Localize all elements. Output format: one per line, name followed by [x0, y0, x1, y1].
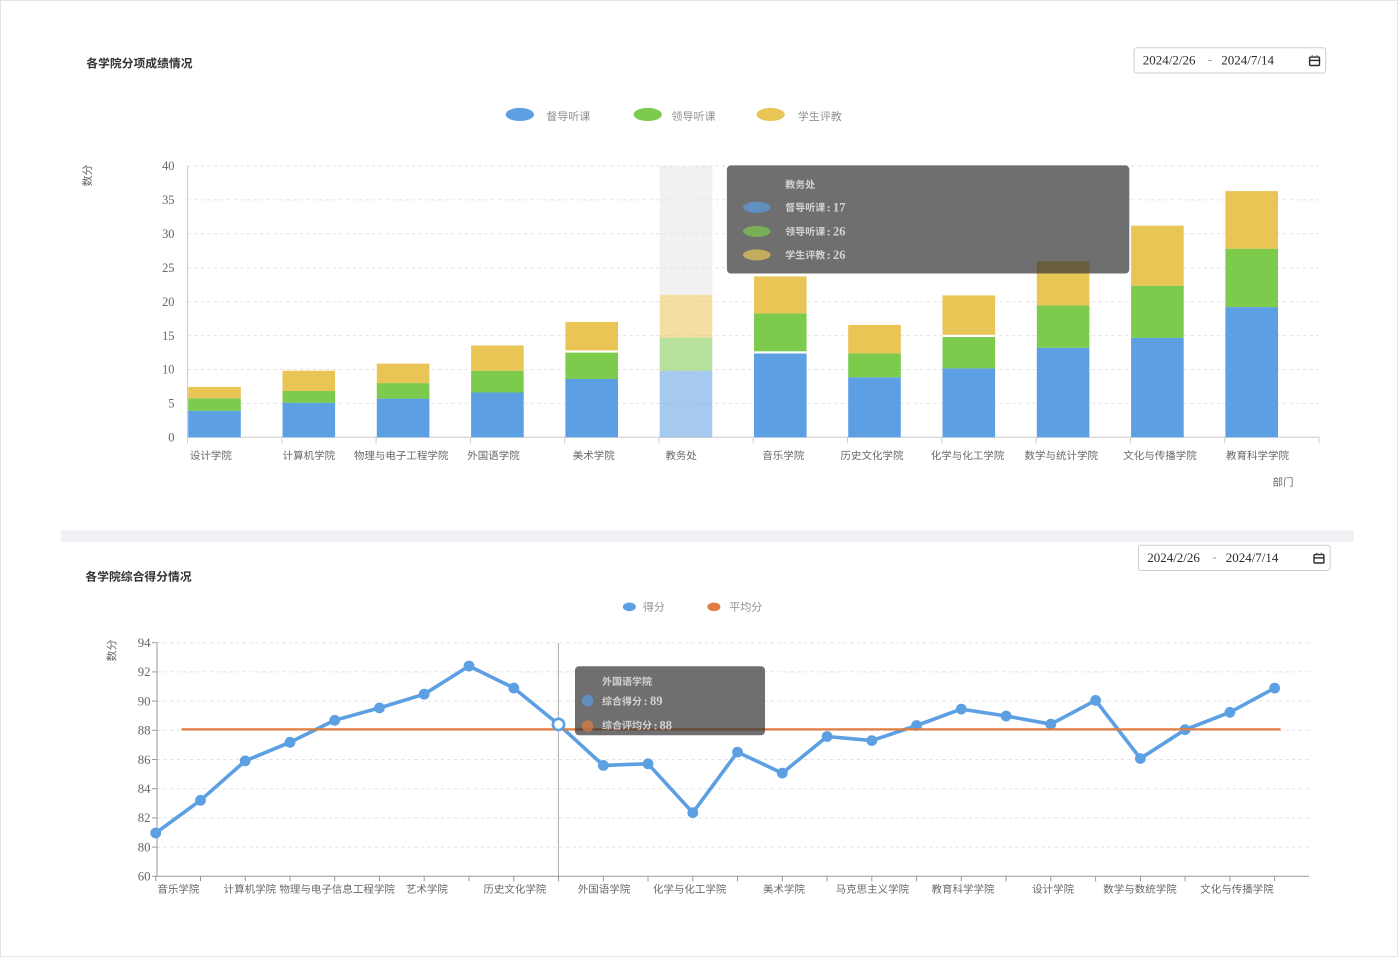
svg-text::: :	[654, 718, 658, 732]
svg-text:90: 90	[138, 694, 151, 708]
svg-text:25: 25	[162, 261, 174, 275]
svg-text:60: 60	[138, 870, 151, 884]
svg-text:2024/2/26: 2024/2/26	[1147, 550, 1200, 565]
svg-text:0: 0	[168, 431, 174, 445]
svg-text:2024/7/14: 2024/7/14	[1221, 53, 1274, 68]
svg-text:2024/7/14: 2024/7/14	[1226, 550, 1279, 565]
svg-text:30: 30	[162, 227, 174, 241]
svg-text:35: 35	[162, 193, 174, 207]
svg-text:5: 5	[168, 397, 174, 411]
svg-text:20: 20	[162, 295, 174, 309]
svg-text::: :	[827, 201, 831, 215]
svg-text:10: 10	[162, 363, 174, 377]
svg-text:89: 89	[650, 694, 663, 708]
svg-text::: :	[827, 225, 831, 239]
svg-text:-: -	[1213, 550, 1217, 564]
svg-text:15: 15	[162, 329, 174, 343]
svg-text:88: 88	[660, 718, 673, 732]
svg-text:-: -	[1208, 53, 1212, 67]
svg-text:26: 26	[833, 225, 846, 239]
svg-text:82: 82	[138, 811, 151, 825]
svg-text::: :	[644, 694, 648, 708]
svg-text:40: 40	[162, 159, 174, 173]
svg-text:2024/2/26: 2024/2/26	[1143, 53, 1196, 68]
svg-text::: :	[827, 248, 831, 262]
svg-text:84: 84	[138, 782, 151, 796]
svg-text:92: 92	[138, 665, 151, 679]
svg-text:94: 94	[138, 636, 151, 650]
svg-text:17: 17	[833, 201, 846, 215]
svg-text:80: 80	[138, 840, 151, 854]
svg-text:26: 26	[833, 248, 846, 262]
svg-text:86: 86	[138, 753, 151, 767]
svg-text:88: 88	[138, 724, 151, 738]
